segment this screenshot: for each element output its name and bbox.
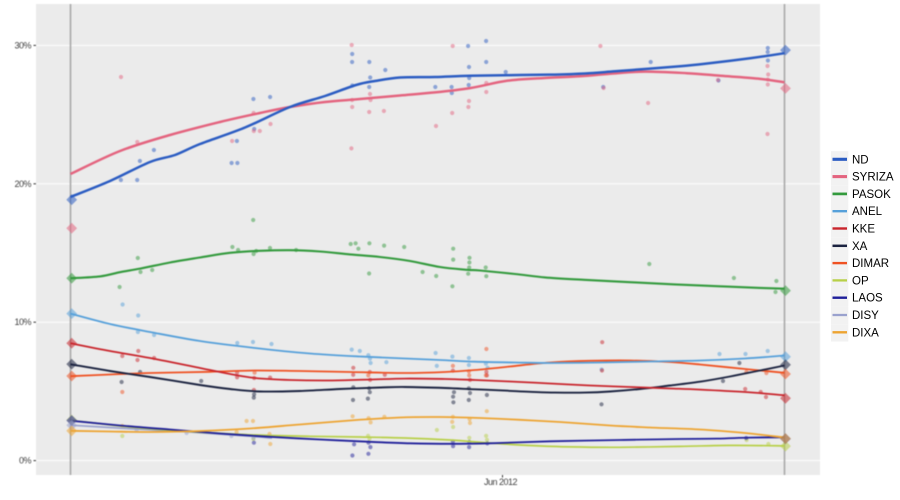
svg-text:DIXA: DIXA	[852, 327, 879, 339]
svg-text:DIMAR: DIMAR	[852, 258, 889, 270]
svg-text:LAOS: LAOS	[852, 293, 883, 305]
svg-text:KKE: KKE	[852, 224, 875, 236]
svg-text:OP: OP	[852, 275, 869, 287]
svg-text:ND: ND	[852, 154, 869, 166]
svg-text:XA: XA	[852, 241, 868, 253]
svg-text:30%: 30%	[14, 40, 31, 50]
svg-text:Jun 2012: Jun 2012	[484, 477, 518, 487]
svg-text:SYRIZA: SYRIZA	[852, 172, 894, 184]
svg-text:10%: 10%	[14, 317, 31, 327]
svg-text:DISY: DISY	[852, 310, 879, 322]
svg-text:PASOK: PASOK	[852, 189, 891, 201]
svg-text:ANEL: ANEL	[852, 206, 883, 218]
svg-text:0%: 0%	[19, 456, 32, 466]
svg-text:20%: 20%	[14, 179, 31, 189]
